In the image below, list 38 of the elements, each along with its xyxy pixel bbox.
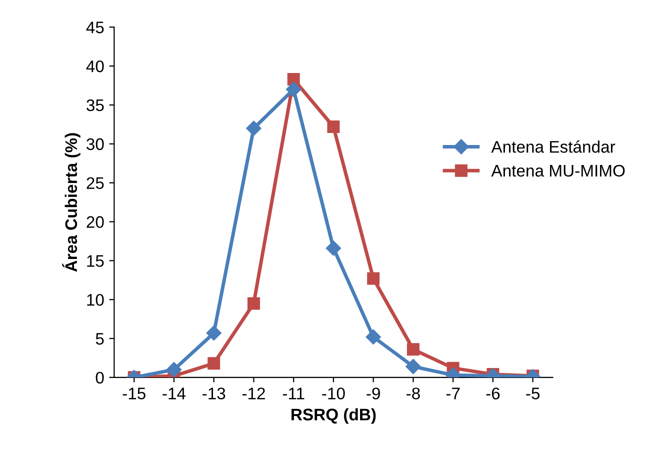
x-tick-label: -14 [162, 388, 186, 400]
x-axis-title: RSRQ (dB) [292, 408, 376, 424]
point [166, 362, 182, 378]
point [366, 329, 381, 345]
point [246, 120, 262, 136]
x-tick-label: -5 [526, 388, 540, 400]
point [406, 358, 421, 374]
point [326, 240, 342, 256]
legend-label: Antena MU-MIMO [491, 164, 625, 177]
y-tick-label: 45 [86, 22, 104, 34]
point [406, 343, 420, 356]
point [208, 357, 220, 370]
y-tick-label: 35 [86, 99, 104, 112]
point [247, 297, 260, 310]
y-tick-label: 40 [86, 60, 104, 72]
x-tick-label: -13 [202, 388, 226, 400]
x-tick-label: -9 [366, 388, 380, 400]
point [367, 272, 380, 285]
point [327, 120, 340, 134]
point [286, 82, 302, 97]
x-tick-label: -7 [446, 388, 460, 400]
y-tick-label: 0 [96, 372, 104, 384]
y-tick-label: 30 [86, 138, 104, 150]
y-axis-title: Área Cubierta (%) [62, 133, 80, 272]
x-tick-label: -8 [406, 388, 420, 400]
x-tick-label: -15 [122, 388, 146, 400]
y-tick-label: 25 [86, 177, 104, 190]
x-tick-label: -12 [242, 388, 265, 400]
y-tick-label: 5 [96, 333, 104, 345]
point [206, 325, 222, 341]
x-tick-label: -10 [322, 388, 345, 400]
y-tick-label: 10 [87, 294, 104, 306]
x-tick-label: -6 [486, 388, 500, 400]
y-tick-label: 20 [86, 216, 104, 228]
y-tick-label: 15 [87, 255, 104, 267]
point [287, 73, 300, 86]
x-tick-label: -11 [282, 388, 304, 400]
legend-label: Antena Estándar [491, 140, 616, 153]
